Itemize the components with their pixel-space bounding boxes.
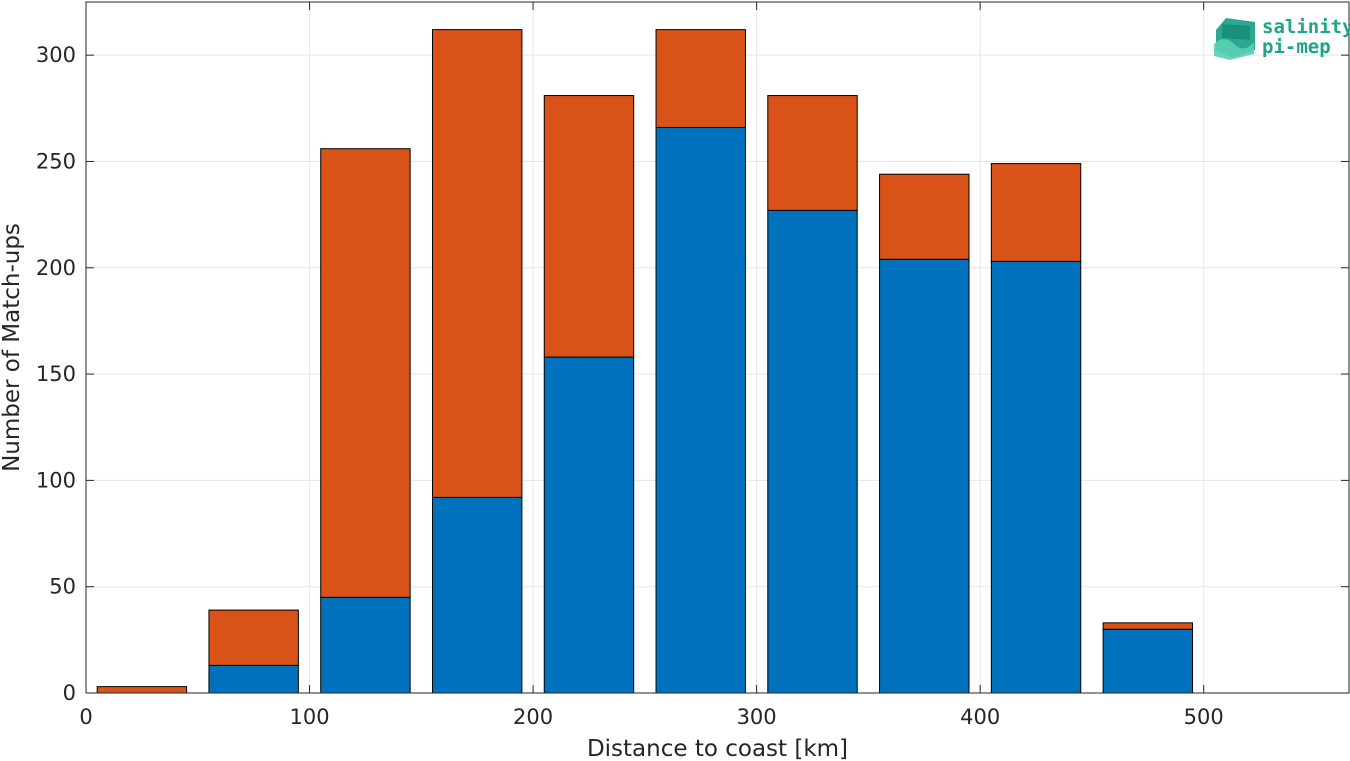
logo: salinity pi-mep: [1214, 16, 1350, 60]
plot-area-border: [85, 1, 1350, 694]
y-tick-label: 0: [63, 681, 76, 705]
x-tick-label: 400: [960, 705, 1000, 729]
bar-series-2: [431, 29, 523, 498]
x-tick-label: 100: [289, 705, 329, 729]
ticks: 0 100 200 300 400 500 0 50 100 150 200 250 300: [36, 2, 1349, 729]
bar-series-2: [543, 95, 635, 358]
x-tick-label: 500: [1184, 705, 1224, 729]
bars: [96, 29, 1194, 694]
y-tick-label: 100: [36, 468, 76, 492]
x-tick-label: 0: [79, 705, 92, 729]
wave-logo-icon: [1214, 18, 1255, 60]
x-tick-label: 300: [737, 705, 777, 729]
bar-series-1: [208, 664, 299, 694]
bar-series-1: [767, 209, 858, 694]
bar-series-1: [543, 356, 635, 694]
bar-series-2: [879, 173, 970, 260]
logo-line2: pi-mep: [1262, 36, 1331, 58]
bar-series-1: [879, 258, 970, 694]
bar-series-2: [96, 686, 188, 694]
y-tick-label: 250: [36, 149, 76, 173]
bar-series-1: [655, 126, 746, 694]
y-tick-label: 200: [36, 256, 76, 280]
bar-series-2: [655, 29, 746, 128]
bar-series-2: [767, 95, 858, 211]
y-tick-label: 150: [36, 362, 76, 386]
bar-series-2: [208, 609, 299, 666]
bar-series-2: [1102, 622, 1194, 630]
x-tick-label: 200: [513, 705, 553, 729]
bar-series-2: [320, 148, 411, 598]
bar-series-1: [1102, 628, 1194, 694]
x-axis-label: Distance to coast [km]: [587, 736, 848, 761]
bar-series-1: [320, 596, 411, 694]
bar-series-1: [990, 260, 1082, 694]
logo-line1: salinity: [1262, 16, 1350, 38]
y-axis-label: Number of Match-ups: [0, 223, 25, 472]
y-tick-label: 50: [49, 575, 76, 599]
y-tick-label: 300: [36, 43, 76, 67]
bar-series-1: [431, 496, 523, 694]
bar-series-2: [990, 163, 1082, 262]
